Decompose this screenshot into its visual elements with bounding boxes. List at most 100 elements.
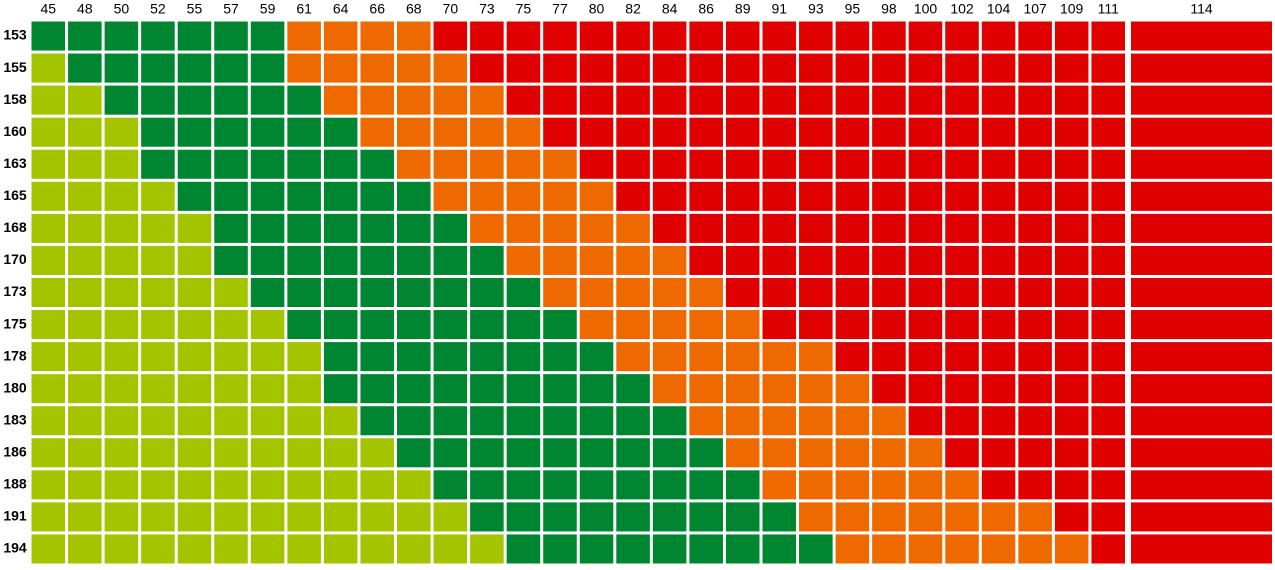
cell [543,53,577,83]
row-label: 186 [3,443,27,459]
cell [506,21,541,51]
column-label: 80 [589,1,605,17]
cell [141,181,175,211]
cell [725,406,760,436]
cell [579,534,614,564]
cell [799,406,833,436]
cell [725,245,760,275]
cell [908,181,943,211]
cell [652,470,687,500]
cell [1054,213,1089,243]
cell [360,245,394,275]
cell [397,181,431,211]
cell [177,149,212,179]
cell [104,21,139,51]
cell [945,374,979,404]
cell [104,117,139,147]
cell [945,438,979,468]
cell [360,117,394,147]
cell [323,342,358,372]
cell [31,342,66,372]
cell [470,310,504,340]
cell [177,438,212,468]
cell [397,53,431,83]
cell [908,85,943,115]
cell [397,438,431,468]
cell [214,406,248,436]
cell [981,85,1016,115]
cell [323,117,358,147]
cell [323,534,358,564]
cell [579,277,614,308]
cell [579,53,614,83]
cell [616,502,650,532]
cell [543,85,577,115]
cell [799,438,833,468]
cell [68,470,102,500]
cell [579,85,614,115]
cell [141,374,175,404]
cell [68,245,102,275]
cell [68,53,102,83]
cell [872,245,906,275]
cell [141,406,175,436]
cell [470,374,504,404]
cell [141,149,175,179]
cell [762,310,797,340]
cell [287,438,321,468]
cell [470,213,504,243]
cell [360,438,394,468]
cell [31,53,66,83]
cell [689,53,723,83]
cell [652,406,687,436]
cell [323,438,358,468]
cell [543,181,577,211]
cell [506,470,541,500]
cell [433,149,468,179]
column-label: 93 [808,1,824,17]
cell [397,406,431,436]
cell [433,342,468,372]
cell [506,53,541,83]
cell [1054,342,1089,372]
cell [981,117,1016,147]
cell [141,245,175,275]
cell [287,470,321,500]
column-label: 75 [516,1,532,17]
cell [1091,470,1125,500]
cell [506,534,541,564]
column-label: 50 [114,1,130,17]
cell [68,213,102,243]
cell [1091,438,1125,468]
cell [908,245,943,275]
cell [616,85,650,115]
cell [250,181,285,211]
cell [104,277,139,308]
cell [725,374,760,404]
cell [104,53,139,83]
cell [762,438,797,468]
cell [323,53,358,83]
cell [1131,342,1272,372]
cell [177,117,212,147]
row-label: 178 [3,347,27,363]
cell [506,213,541,243]
cell [616,374,650,404]
cell [689,470,723,500]
cell [433,470,468,500]
column-label: 84 [662,1,678,17]
cell [872,277,906,308]
cell [799,213,833,243]
cell [31,374,66,404]
cell [981,213,1016,243]
cell [1131,277,1272,308]
cell [214,53,248,83]
cell [31,277,66,308]
cell [725,21,760,51]
cell [287,534,321,564]
column-label: 73 [479,1,495,17]
column-label: 104 [987,1,1011,17]
cell [616,53,650,83]
cell [360,181,394,211]
cell [872,470,906,500]
